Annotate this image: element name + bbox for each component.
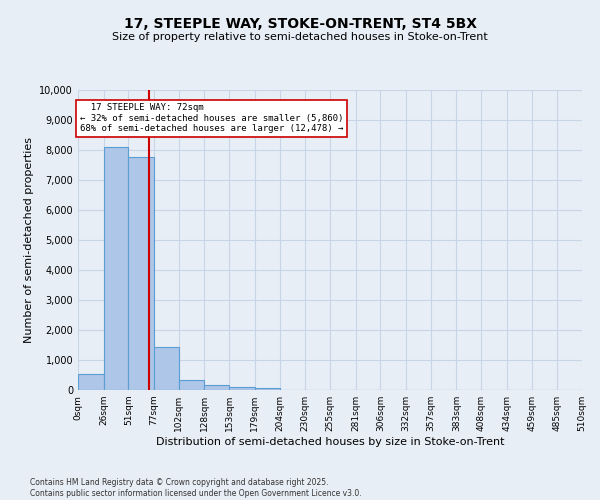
Bar [179,380,205,390]
Bar [104,147,128,390]
Text: Contains HM Land Registry data © Crown copyright and database right 2025.
Contai: Contains HM Land Registry data © Crown c… [30,478,362,498]
Text: 17 STEEPLE WAY: 72sqm
← 32% of semi-detached houses are smaller (5,860)
68% of s: 17 STEEPLE WAY: 72sqm ← 32% of semi-deta… [80,104,343,134]
Text: 17, STEEPLE WAY, STOKE-ON-TRENT, ST4 5BX: 17, STEEPLE WAY, STOKE-ON-TRENT, ST4 5BX [124,18,476,32]
Bar [78,374,104,390]
Bar [205,385,229,390]
Bar [128,158,154,390]
Bar [255,388,280,390]
Text: Size of property relative to semi-detached houses in Stoke-on-Trent: Size of property relative to semi-detach… [112,32,488,42]
Bar [154,346,179,390]
Y-axis label: Number of semi-detached properties: Number of semi-detached properties [24,137,34,343]
X-axis label: Distribution of semi-detached houses by size in Stoke-on-Trent: Distribution of semi-detached houses by … [156,437,504,447]
Bar [229,387,255,390]
